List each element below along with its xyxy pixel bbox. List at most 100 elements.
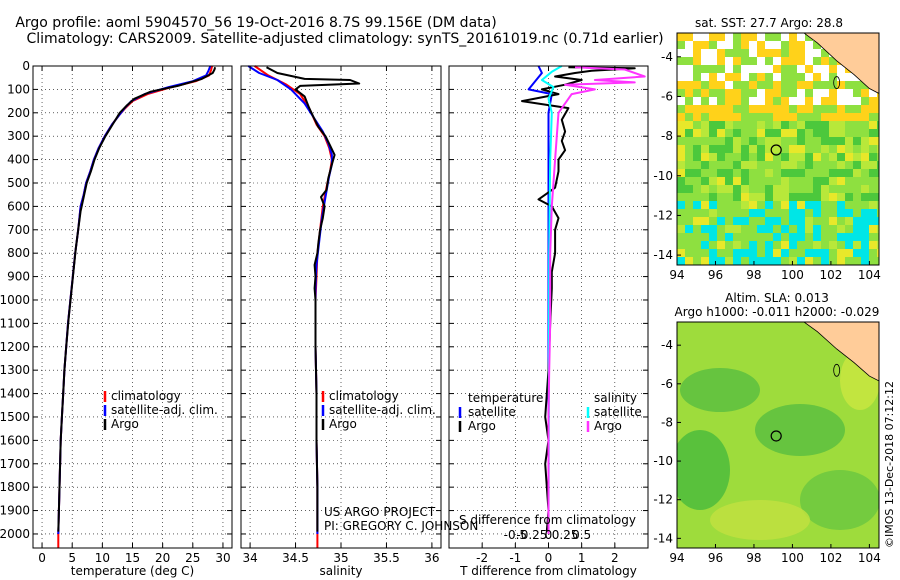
sst-cell bbox=[717, 145, 725, 153]
sst-cell bbox=[765, 209, 773, 217]
sst-cell bbox=[805, 161, 813, 169]
depth-tick-label: 1300 bbox=[0, 363, 30, 377]
sla-map-title-2: Argo h1000: -0.011 h2000: -0.029 bbox=[675, 305, 880, 319]
map-x-tick-label: 98 bbox=[746, 268, 761, 282]
sst-cell bbox=[733, 153, 741, 161]
sst-cell bbox=[845, 217, 853, 225]
sst-cell bbox=[725, 153, 733, 161]
sst-cell bbox=[757, 177, 765, 185]
sst-cell bbox=[709, 97, 717, 105]
sst-cell bbox=[709, 153, 717, 161]
sst-cell bbox=[701, 169, 709, 177]
sst-cell bbox=[701, 153, 709, 161]
sumatra-land bbox=[803, 322, 879, 382]
sst-cell bbox=[749, 97, 757, 105]
sst-cell bbox=[717, 225, 725, 233]
sst-cell bbox=[757, 137, 765, 145]
sst-cell bbox=[685, 129, 693, 137]
sst-cell bbox=[805, 193, 813, 201]
sst-cell bbox=[869, 153, 877, 161]
sst-cell bbox=[845, 129, 853, 137]
sst-cell bbox=[765, 145, 773, 153]
sst-cell bbox=[685, 225, 693, 233]
legend-label: Argo bbox=[329, 417, 357, 431]
x-tick-label: 25 bbox=[185, 551, 200, 565]
sst-cell bbox=[733, 65, 741, 73]
sst-cell bbox=[813, 137, 821, 145]
sst-cell bbox=[877, 193, 879, 201]
depth-tick-label: 800 bbox=[7, 246, 30, 260]
sst-cell bbox=[765, 169, 773, 177]
sst-cell bbox=[749, 81, 757, 89]
sst-cell bbox=[781, 105, 789, 113]
sst-cell bbox=[741, 57, 749, 65]
sst-cell bbox=[741, 177, 749, 185]
sst-cell bbox=[701, 57, 709, 65]
sst-cell bbox=[781, 201, 789, 209]
sst-cell bbox=[861, 249, 869, 257]
sst-cell bbox=[797, 137, 805, 145]
sst-cell bbox=[789, 49, 797, 57]
legend-label: climatology bbox=[329, 389, 399, 403]
sst-cell bbox=[693, 129, 701, 137]
sst-cell bbox=[869, 201, 877, 209]
sst-cell bbox=[837, 153, 845, 161]
sst-cell bbox=[813, 121, 821, 129]
x-tick-label: 5 bbox=[68, 551, 76, 565]
x-tick-label: 0 bbox=[545, 551, 553, 565]
sst-cell bbox=[749, 121, 757, 129]
sst-cell bbox=[765, 57, 773, 65]
sst-cell bbox=[773, 73, 781, 81]
sst-cell bbox=[733, 49, 741, 57]
map-x-tick-label: 104 bbox=[858, 268, 881, 282]
sst-cell bbox=[765, 113, 773, 121]
sst-cell bbox=[877, 185, 879, 193]
sst-cell bbox=[797, 169, 805, 177]
sst-cell bbox=[829, 161, 837, 169]
sst-cell bbox=[869, 129, 877, 137]
sst-cell bbox=[789, 241, 797, 249]
sst-cell bbox=[717, 137, 725, 145]
depth-tick-label: 1400 bbox=[0, 387, 30, 401]
sst-cell bbox=[853, 81, 861, 89]
series-line-argo bbox=[57, 66, 217, 532]
sla-map-title-1: Altim. SLA: 0.013 bbox=[725, 291, 829, 305]
sst-cell bbox=[837, 209, 845, 217]
sst-cell bbox=[821, 97, 829, 105]
sst-cell bbox=[869, 105, 877, 113]
sst-cell bbox=[781, 121, 789, 129]
sst-cell bbox=[877, 153, 879, 161]
sst-cell bbox=[725, 217, 733, 225]
sst-cell bbox=[701, 209, 709, 217]
sst-cell bbox=[845, 185, 853, 193]
sst-cell bbox=[821, 89, 829, 97]
sst-cell bbox=[829, 73, 837, 81]
sst-cell bbox=[829, 241, 837, 249]
sst-cell bbox=[709, 209, 717, 217]
sst-cell bbox=[749, 41, 757, 49]
sst-cell bbox=[797, 33, 805, 41]
sst-cell bbox=[677, 49, 685, 57]
sst-cell bbox=[789, 57, 797, 65]
sst-cell bbox=[853, 153, 861, 161]
sst-cell bbox=[797, 249, 805, 257]
depth-tick-label: 1900 bbox=[0, 504, 30, 518]
sst-cell bbox=[709, 225, 717, 233]
sst-cell bbox=[877, 169, 879, 177]
legend-label: Argo bbox=[594, 419, 622, 433]
sst-cell bbox=[701, 145, 709, 153]
sst-cell bbox=[725, 33, 733, 41]
sst-cell bbox=[845, 105, 853, 113]
depth-tick-label: 1700 bbox=[0, 457, 30, 471]
sst-cell bbox=[829, 89, 837, 97]
sst-cell bbox=[749, 153, 757, 161]
x-tick-label: 20 bbox=[155, 551, 170, 565]
sst-cell bbox=[733, 233, 741, 241]
sst-cell bbox=[765, 121, 773, 129]
sst-cell bbox=[861, 201, 869, 209]
title-line-2: Climatology: CARS2009. Satellite-adjuste… bbox=[26, 31, 663, 47]
sst-cell bbox=[869, 97, 877, 105]
sst-cell bbox=[781, 33, 789, 41]
sst-cell bbox=[869, 113, 877, 121]
sst-cell bbox=[749, 89, 757, 97]
